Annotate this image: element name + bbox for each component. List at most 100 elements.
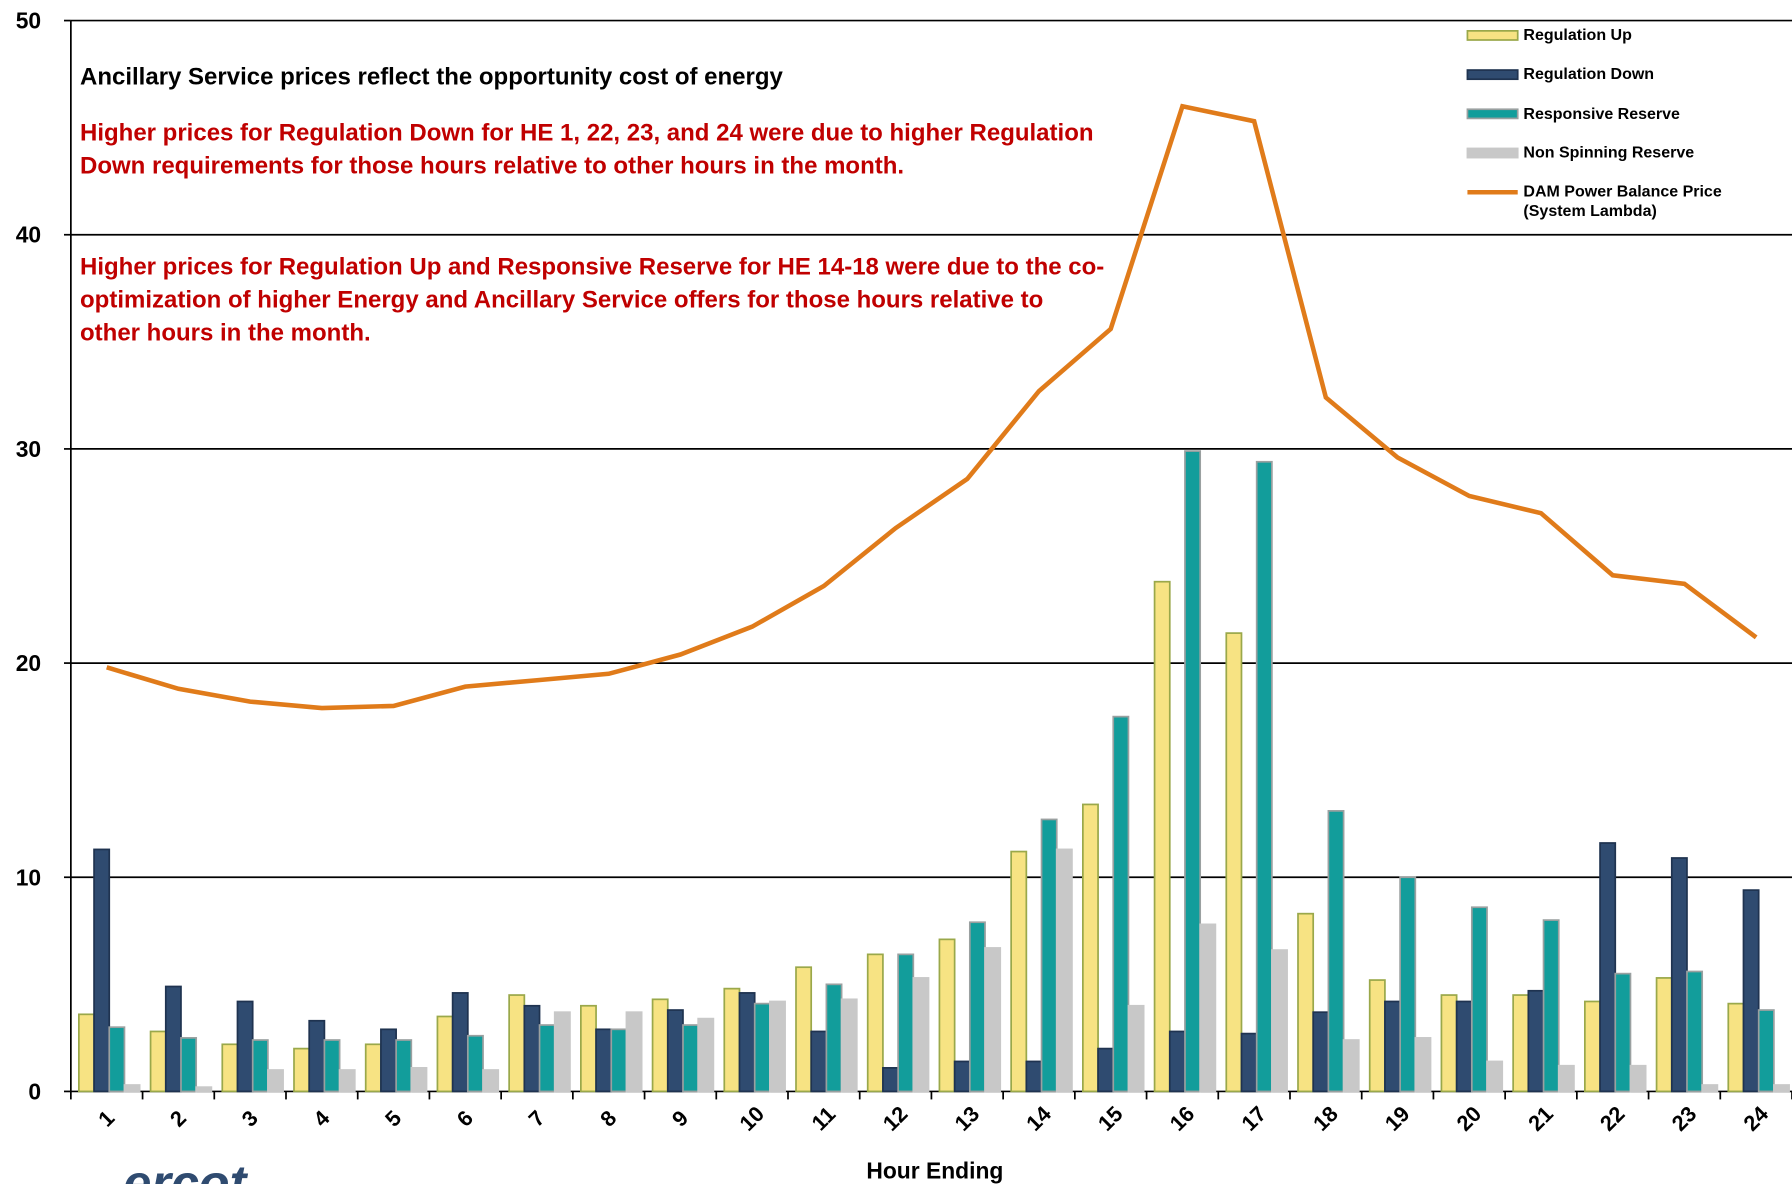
legend-label: Non Spinning Reserve: [1523, 142, 1695, 162]
bar: [538, 1024, 556, 1093]
bar: [338, 1069, 356, 1093]
bar: [1097, 1047, 1115, 1093]
bar: [108, 1026, 126, 1093]
y-tick-label: 20: [16, 650, 41, 676]
bar: [1670, 857, 1688, 1093]
bar: [1240, 1032, 1258, 1093]
bar: [968, 921, 986, 1093]
bar: [164, 985, 182, 1093]
legend-swatch: [1466, 69, 1519, 81]
bar: [364, 1043, 382, 1093]
bar: [1368, 979, 1386, 1093]
bar: [1512, 994, 1530, 1093]
bar: [1757, 1009, 1775, 1093]
legend-label: Regulation Up: [1523, 25, 1632, 44]
bar: [466, 1034, 484, 1093]
bar: [1614, 972, 1632, 1093]
bar: [436, 1015, 454, 1093]
bar: [1455, 1000, 1473, 1093]
bar: [610, 1028, 628, 1093]
bar: [180, 1037, 198, 1093]
y-tick-label: 50: [16, 8, 41, 34]
bar: [1701, 1084, 1719, 1093]
bar: [1542, 919, 1560, 1093]
annotation-text: Ancillary Service prices reflect the opp…: [80, 64, 783, 91]
bar: [380, 1028, 397, 1093]
logo: ercot: [123, 1154, 248, 1184]
bar: [308, 1019, 326, 1093]
bar: [1584, 1000, 1601, 1093]
legend-swatch: [1466, 29, 1519, 41]
bar: [1686, 970, 1704, 1093]
annotation: Ancillary Service prices reflect the opp…: [80, 64, 783, 91]
bar: [825, 983, 843, 1093]
bar: [1527, 989, 1545, 1093]
legend-entry: Responsive Reserve: [1523, 104, 1680, 122]
bar: [221, 1043, 239, 1093]
bar: [1599, 842, 1617, 1093]
bar: [553, 1011, 571, 1093]
bar: [251, 1039, 269, 1093]
bar: [866, 953, 884, 1093]
bar: [1384, 1000, 1401, 1093]
bar: [897, 953, 915, 1093]
bar: [1025, 1060, 1043, 1093]
bar: [1440, 994, 1458, 1093]
bar: [769, 1000, 786, 1093]
bar: [1327, 810, 1345, 1093]
bar: [795, 966, 813, 1093]
legend-label: DAM Power Balance Price (System Lambda): [1523, 181, 1722, 220]
bar: [697, 1017, 715, 1093]
bar: [595, 1028, 613, 1093]
bar: [323, 1039, 341, 1093]
bar: [738, 992, 756, 1093]
bar: [1112, 715, 1130, 1093]
bar: [78, 1013, 95, 1093]
bar: [723, 987, 741, 1093]
bar: [523, 1004, 541, 1093]
bar: [1153, 580, 1171, 1093]
bar: [1168, 1030, 1186, 1093]
bar: [938, 938, 956, 1093]
bar: [1082, 803, 1099, 1093]
bar: [1127, 1004, 1145, 1093]
bar: [410, 1067, 428, 1093]
y-tick-label: 30: [16, 436, 41, 462]
bar: [195, 1086, 213, 1093]
legend-entry: DAM Power Balance Price (System Lambda): [1523, 181, 1722, 220]
bar: [1297, 912, 1315, 1093]
bar: [482, 1069, 500, 1093]
bar: [1312, 1011, 1330, 1093]
legend-entry: Regulation Up: [1523, 25, 1632, 44]
bar: [1773, 1084, 1790, 1093]
bar: [912, 977, 930, 1093]
y-tick-label: 40: [16, 222, 41, 248]
bar: [840, 998, 858, 1093]
bar: [1727, 1002, 1745, 1093]
bar: [1010, 850, 1028, 1093]
bar: [1225, 632, 1243, 1093]
bar: [882, 1067, 899, 1093]
legend-entry: Regulation Down: [1523, 64, 1654, 82]
bar: [395, 1039, 413, 1093]
bar: [1199, 923, 1217, 1093]
bar: [1470, 906, 1488, 1093]
bar: [293, 1047, 311, 1093]
y-tick-label: 0: [28, 1078, 41, 1104]
bar: [666, 1009, 684, 1093]
annotation: Higher prices for Regulation Up and Resp…: [80, 253, 1105, 347]
bar: [1486, 1060, 1504, 1093]
annotation-text: Higher prices for Regulation Up and Resp…: [80, 253, 1105, 347]
bar: [1742, 889, 1760, 1093]
bar: [123, 1084, 141, 1093]
bar: [1271, 949, 1288, 1093]
legend-swatch: [1466, 108, 1519, 120]
bar: [1184, 450, 1202, 1093]
bar: [810, 1030, 828, 1093]
bar: [953, 1060, 971, 1093]
legend-entry: Non Spinning Reserve: [1523, 142, 1695, 162]
bar: [1399, 876, 1417, 1093]
